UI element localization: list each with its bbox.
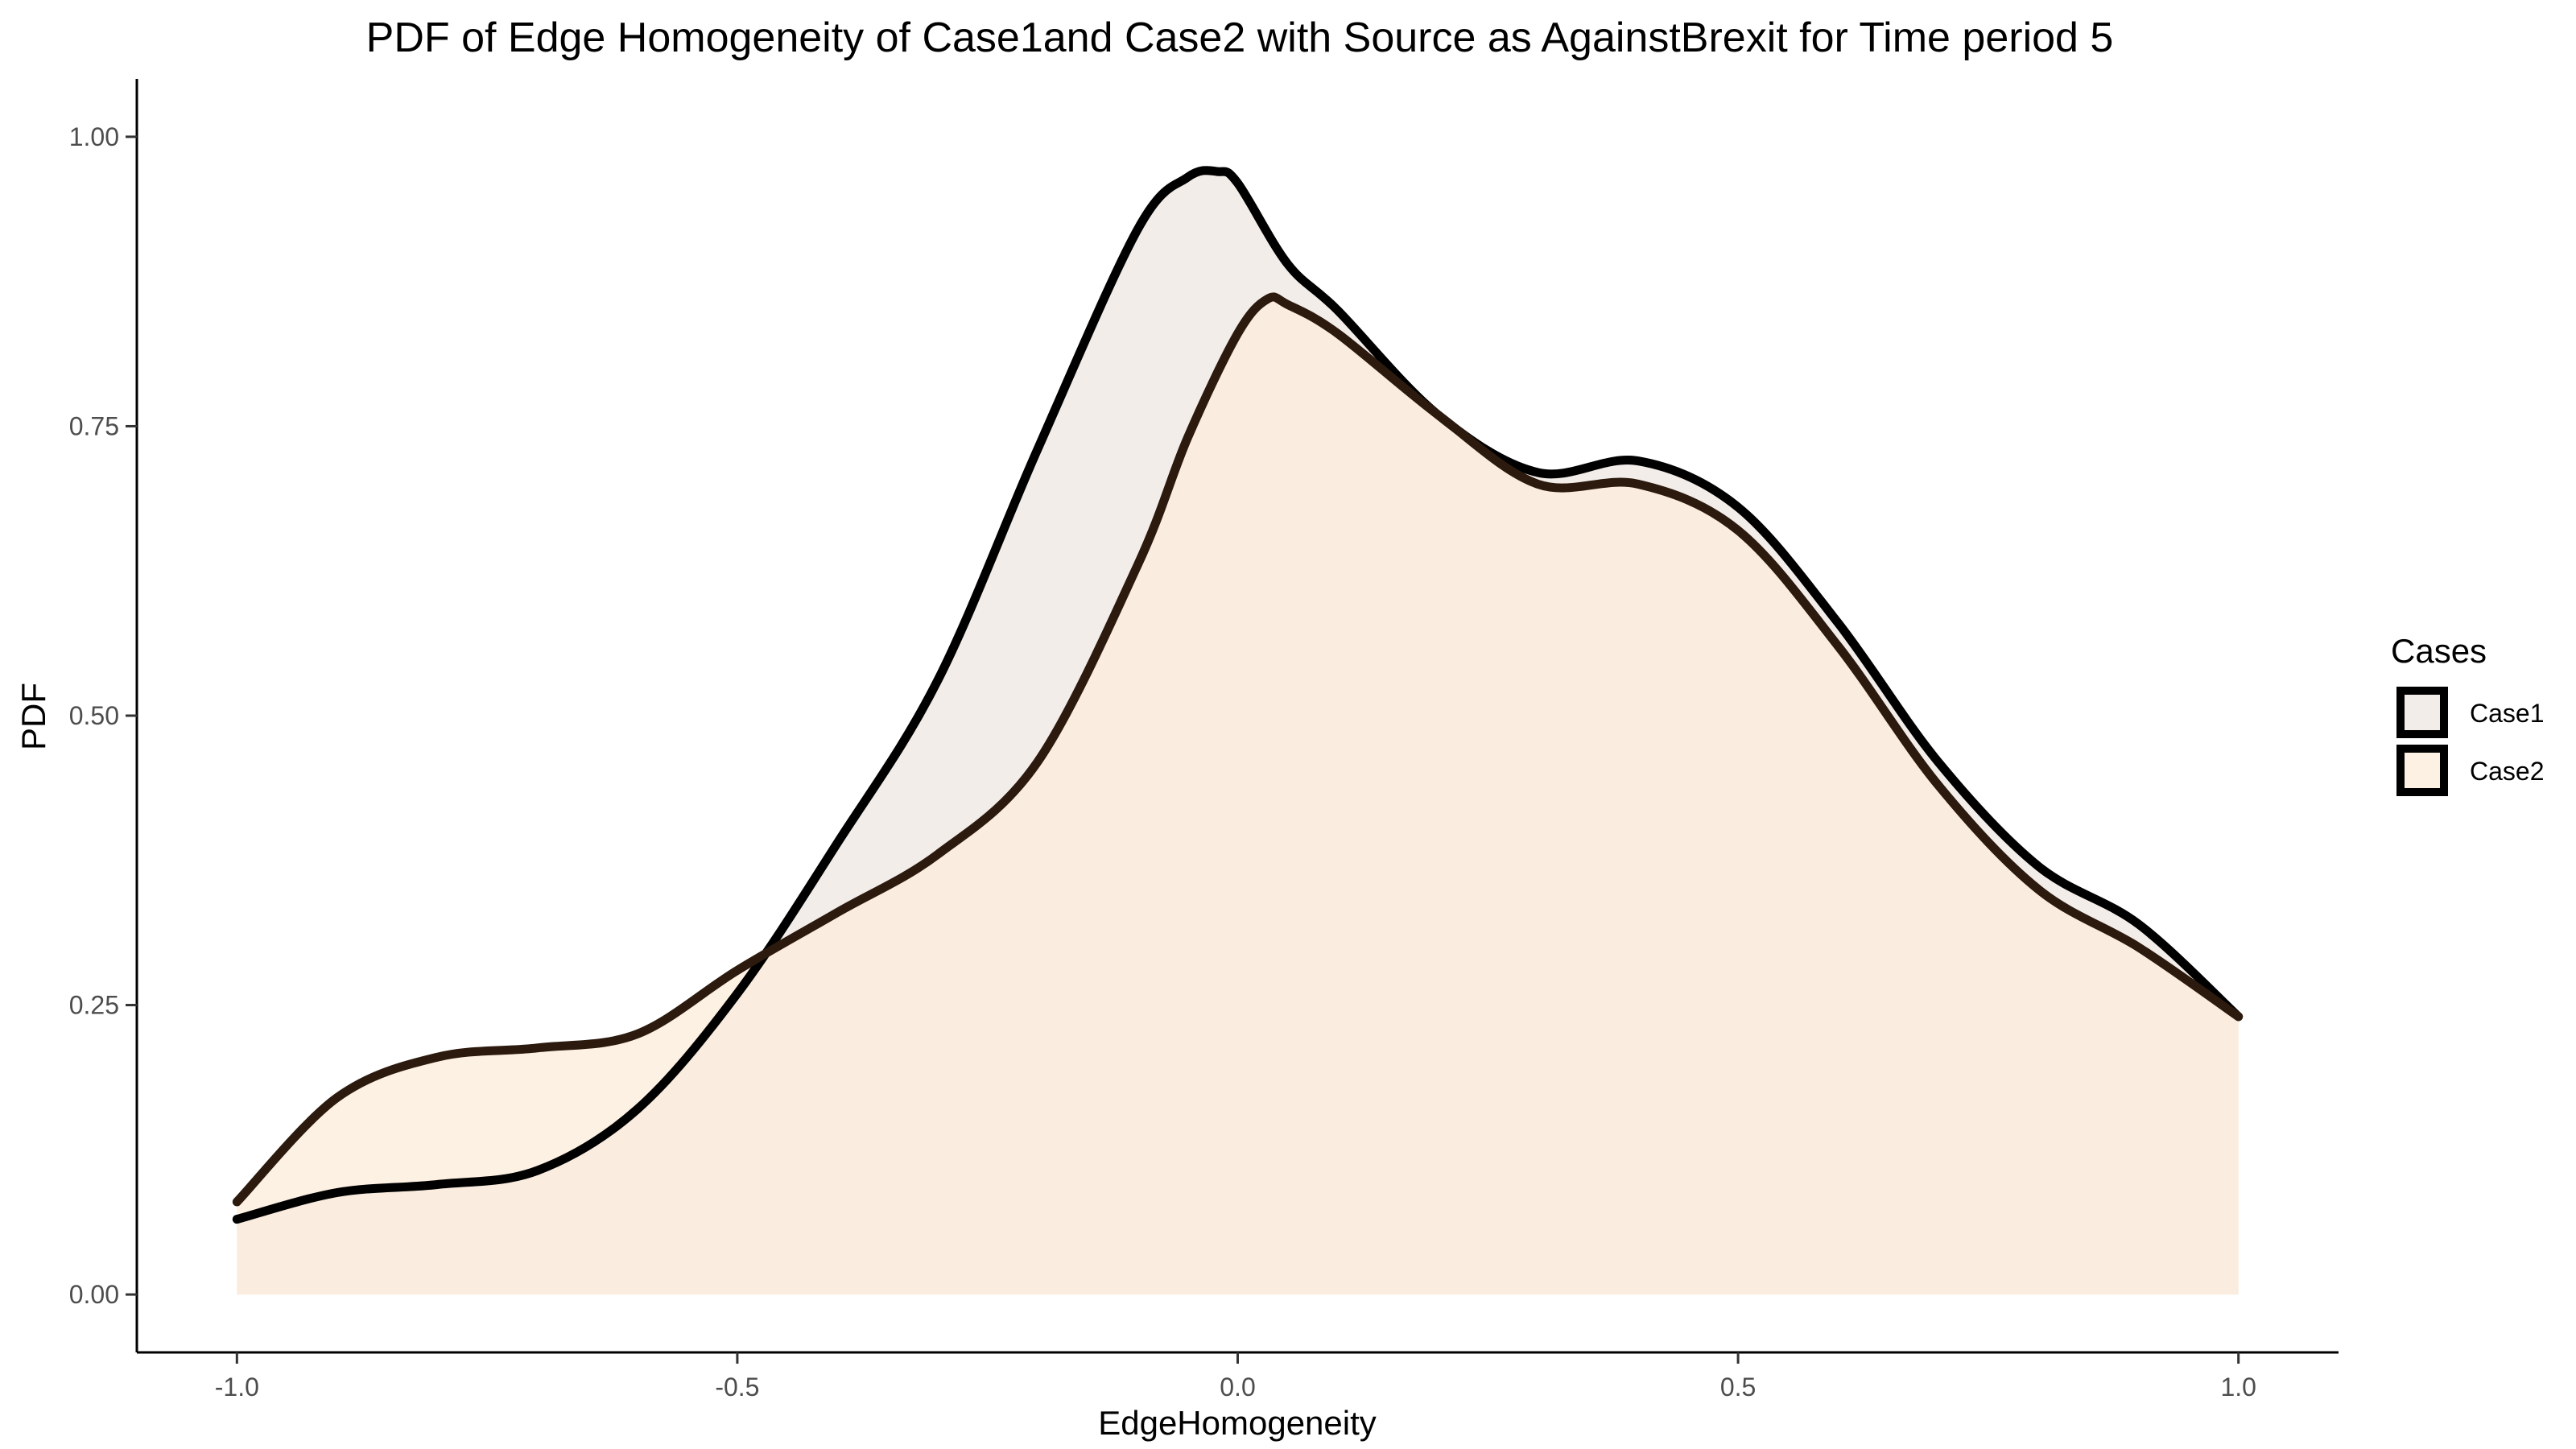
line-case2 [232,292,2244,1207]
x-ticks: -1.0 -0.5 0.0 0.5 1.0 [215,1352,2256,1402]
area-case2 [237,296,2239,1295]
density-areas [237,170,2239,1295]
x-tick-label: -1.0 [215,1373,259,1402]
legend-items: Case1 Case2 [2396,687,2545,796]
legend-label-case1: Case1 [2470,699,2545,728]
legend-label-case2: Case2 [2470,757,2545,786]
x-tick-label: 0.5 [1720,1373,1756,1402]
y-tick-label: 0.75 [69,411,119,440]
chart-title: PDF of Edge Homogeneity of Case1and Case… [366,14,2114,61]
x-tick-label: 0.0 [1220,1373,1255,1402]
legend: Cases Case1 Case2 [2391,632,2545,796]
line-case1 [232,166,2244,1224]
legend-key-case2 [2396,745,2448,796]
x-axis-title: EdgeHomogeneity [1098,1404,1377,1442]
y-tick-label: 0.50 [69,701,119,730]
y-ticks: 0.00 0.25 0.50 0.75 1.00 [69,122,137,1309]
legend-title: Cases [2391,632,2487,670]
y-tick-label: 0.25 [69,991,119,1020]
x-tick-label: 1.0 [2220,1373,2256,1402]
legend-key-case1 [2396,687,2448,738]
y-axis-title: PDF [14,683,52,750]
y-tick-label: 1.00 [69,122,119,151]
x-tick-label: -0.5 [715,1373,759,1402]
y-tick-label: 0.00 [69,1280,119,1309]
density-lines [232,166,2244,1224]
